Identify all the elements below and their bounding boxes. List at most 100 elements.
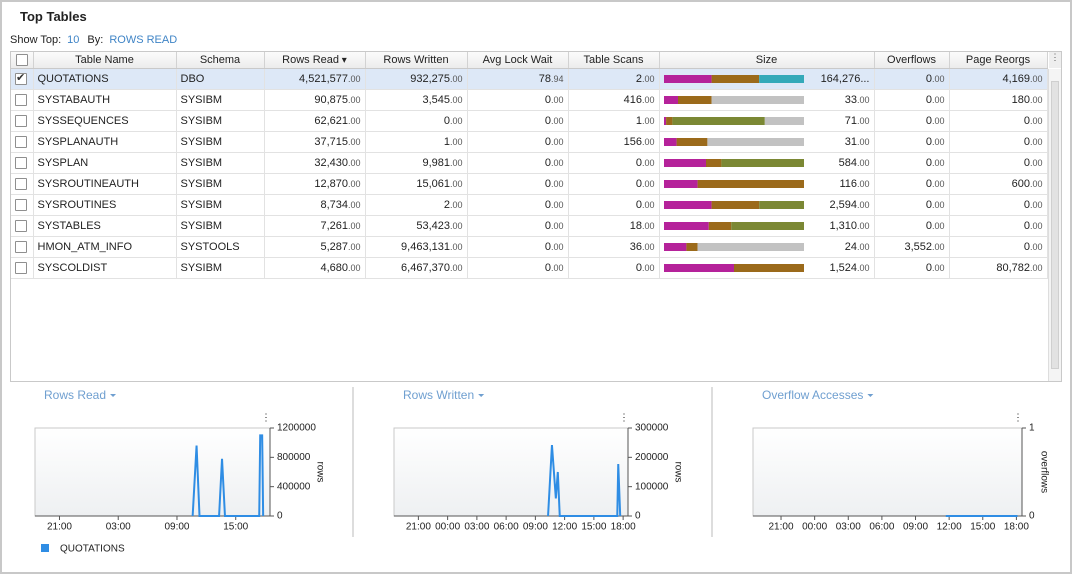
size-cell: 116.00: [659, 173, 875, 195]
number-cell: 0.00: [365, 110, 468, 132]
number-cell: 9,981.00: [365, 152, 468, 174]
number-cell: 0.00: [467, 236, 569, 258]
table-row[interactable]: SYSROUTINES SYSIBM 8,734.00 2.00 0.00 0.00 2,5…: [11, 194, 1048, 216]
by-label: By:: [87, 34, 104, 46]
y-tick-label: 400000: [277, 481, 311, 492]
column-header[interactable]: Table Name: [33, 52, 177, 69]
by-value[interactable]: ROWS READ: [109, 34, 178, 46]
column-header[interactable]: Rows Read: [264, 52, 366, 69]
table-row[interactable]: HMON_ATM_INFO SYSTOOLS 5,287.00 9,463,131.0…: [11, 236, 1048, 258]
size-segment: [733, 264, 804, 272]
row-checkbox[interactable]: [11, 152, 34, 174]
row-checkbox[interactable]: [11, 215, 34, 237]
size-value: 31.00: [844, 136, 870, 148]
size-cell: 33.00: [659, 89, 875, 111]
number-cell: 0.00: [874, 152, 950, 174]
x-tick-label: 00:00: [435, 522, 460, 533]
column-header[interactable]: Page Reorgs: [949, 52, 1048, 69]
y-axis-label: rows: [314, 461, 325, 482]
number-cell: 156.00: [568, 131, 660, 153]
size-cell: 2,594.00: [659, 194, 875, 216]
table-row[interactable]: SYSPLANAUTH SYSIBM 37,715.00 1.00 0.00 156.00…: [11, 131, 1048, 153]
row-checkbox[interactable]: [11, 194, 34, 216]
y-axis-label: rows: [672, 461, 683, 482]
text-cell: SYSIBM: [176, 194, 265, 216]
row-checkbox[interactable]: [11, 236, 34, 258]
size-segment: [663, 96, 678, 104]
number-cell: 0.00: [467, 110, 569, 132]
size-cell: 164,276...: [659, 68, 875, 90]
number-cell: 0.00: [874, 257, 950, 279]
number-cell: 5,287.00: [264, 236, 366, 258]
x-tick-label: 21:00: [769, 522, 794, 533]
table-row[interactable]: SYSSEQUENCES SYSIBM 62,621.00 0.00 0.00 1.00 7…: [11, 110, 1048, 132]
size-segment: [711, 75, 759, 83]
size-value: 71.00: [844, 115, 870, 127]
x-tick-label: 03:00: [464, 522, 489, 533]
size-segment: [697, 243, 804, 251]
row-checkbox[interactable]: [11, 89, 34, 111]
series-line: [191, 434, 265, 517]
x-tick-label: 12:00: [937, 522, 962, 533]
panel-title: Top Tables: [20, 9, 87, 24]
table-row[interactable]: SYSTABAUTH SYSIBM 90,875.00 3,545.00 0.00 416…: [11, 89, 1048, 111]
column-header[interactable]: Overflows: [874, 52, 950, 69]
text-cell: SYSIBM: [176, 215, 265, 237]
number-cell: 18.00: [568, 215, 660, 237]
size-segment: [711, 201, 759, 209]
text-cell: SYSIBM: [176, 257, 265, 279]
select-all[interactable]: [11, 52, 34, 69]
number-cell: 0.00: [874, 173, 950, 195]
column-header[interactable]: Table Scans: [568, 52, 660, 69]
y-tick-label: 100000: [635, 481, 669, 492]
column-menu[interactable]: ⋮: [1049, 52, 1061, 68]
table-row[interactable]: SYSROUTINEAUTH SYSIBM 12,870.00 15,061.00 0.…: [11, 173, 1048, 195]
size-segment: [758, 201, 804, 209]
size-segment: [671, 117, 765, 125]
number-cell: 4,680.00: [264, 257, 366, 279]
size-segment: [676, 138, 707, 146]
scrollbar[interactable]: [1048, 69, 1061, 381]
number-cell: 80,782.00: [949, 257, 1048, 279]
y-tick-label: 300000: [635, 423, 669, 434]
size-bar: [663, 159, 804, 167]
table-row[interactable]: QUOTATIONSDBO4,521,577.00932,275.0078.94…: [11, 68, 1048, 90]
row-checkbox[interactable]: [11, 131, 34, 153]
row-checkbox[interactable]: [11, 257, 34, 279]
number-cell: 0.00: [568, 152, 660, 174]
chart-title: Rows Written: [403, 388, 474, 402]
chart-title: Rows Read: [44, 388, 106, 402]
number-cell: 53,423.00: [365, 215, 468, 237]
x-tick-label: 15:00: [581, 522, 606, 533]
column-header[interactable]: Schema: [176, 52, 265, 69]
text-cell: HMON_ATM_INFO: [33, 236, 177, 258]
table-row[interactable]: SYSPLAN SYSIBM 32,430.00 9,981.00 0.00 0.00 58…: [11, 152, 1048, 174]
x-tick-label: 12:00: [552, 522, 577, 533]
y-axis-label: overflows: [1038, 451, 1049, 493]
size-segment: [663, 180, 698, 188]
number-cell: 932,275.00: [365, 68, 468, 90]
row-checkbox[interactable]: [11, 173, 34, 195]
x-tick-label: 09:00: [164, 522, 189, 533]
number-cell: 0.00: [467, 152, 569, 174]
size-value: 1,310.00: [829, 220, 870, 232]
show-top-value[interactable]: 10: [67, 34, 80, 46]
x-tick-label: 09:00: [903, 522, 928, 533]
column-header[interactable]: Size: [659, 52, 875, 69]
size-segment: [697, 180, 804, 188]
size-segment: [663, 138, 677, 146]
row-checkbox[interactable]: [11, 68, 34, 90]
number-cell: 7,261.00: [264, 215, 366, 237]
table-row[interactable]: SYSCOLDIST SYSIBM 4,680.00 6,467,370.00 0.00…: [11, 257, 1048, 279]
column-header[interactable]: Avg Lock Wait: [467, 52, 569, 69]
number-cell: 0.00: [467, 257, 569, 279]
number-cell: 1.00: [568, 110, 660, 132]
number-cell: 62,621.00: [264, 110, 366, 132]
row-checkbox[interactable]: [11, 110, 34, 132]
table-row[interactable]: SYSTABLES SYSIBM 7,261.00 53,423.00 0.00 18.0…: [11, 215, 1048, 237]
size-bar: [663, 264, 804, 272]
size-value: 164,276...: [820, 73, 870, 85]
size-value: 24.00: [844, 241, 870, 253]
column-header[interactable]: Rows Written: [365, 52, 468, 69]
